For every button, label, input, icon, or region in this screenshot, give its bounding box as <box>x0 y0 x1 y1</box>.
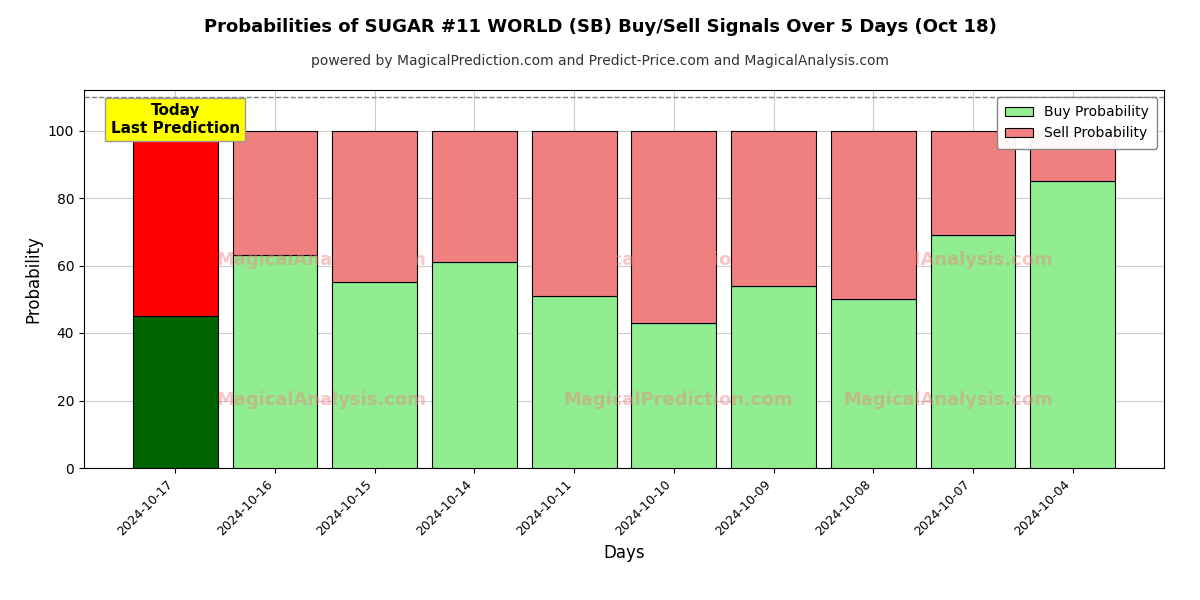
Bar <box>731 286 816 468</box>
Text: powered by MagicalPrediction.com and Predict-Price.com and MagicalAnalysis.com: powered by MagicalPrediction.com and Pre… <box>311 54 889 68</box>
Text: MagicalAnalysis.com: MagicalAnalysis.com <box>217 251 426 269</box>
Bar <box>930 130 1015 235</box>
Bar <box>830 299 916 468</box>
Bar <box>332 283 418 468</box>
Bar <box>830 130 916 299</box>
Bar <box>332 130 418 283</box>
Bar <box>631 130 716 323</box>
Bar <box>233 256 318 468</box>
Text: MagicalPrediction.com: MagicalPrediction.com <box>563 391 793 409</box>
Bar <box>731 130 816 286</box>
Bar <box>1030 130 1115 181</box>
Y-axis label: Probability: Probability <box>24 235 42 323</box>
Bar <box>432 130 517 262</box>
Text: MagicalPrediction.com: MagicalPrediction.com <box>563 251 793 269</box>
Bar <box>532 296 617 468</box>
Text: MagicalAnalysis.com: MagicalAnalysis.com <box>217 391 426 409</box>
Bar <box>432 262 517 468</box>
X-axis label: Days: Days <box>604 544 644 562</box>
Bar <box>1030 181 1115 468</box>
Text: Probabilities of SUGAR #11 WORLD (SB) Buy/Sell Signals Over 5 Days (Oct 18): Probabilities of SUGAR #11 WORLD (SB) Bu… <box>204 18 996 36</box>
Text: MagicalAnalysis.com: MagicalAnalysis.com <box>844 251 1052 269</box>
Text: MagicalAnalysis.com: MagicalAnalysis.com <box>844 391 1052 409</box>
Text: Today
Last Prediction: Today Last Prediction <box>110 103 240 136</box>
Bar <box>532 130 617 296</box>
Bar <box>133 130 218 316</box>
Bar <box>930 235 1015 468</box>
Bar <box>631 323 716 468</box>
Bar <box>233 130 318 256</box>
Legend: Buy Probability, Sell Probability: Buy Probability, Sell Probability <box>997 97 1157 149</box>
Bar <box>133 316 218 468</box>
